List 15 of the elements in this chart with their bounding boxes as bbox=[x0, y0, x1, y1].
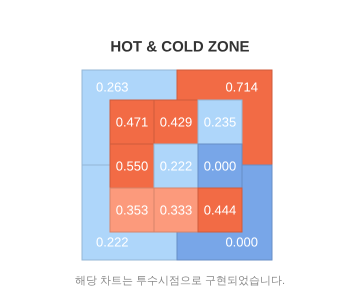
text: 해당 차트는 투수시점으로 구현되었습니다. bbox=[74, 275, 286, 287]
data-label: 0.235 bbox=[204, 114, 236, 130]
data-label: 0.263 bbox=[96, 80, 129, 94]
data-label: 0.550 bbox=[116, 158, 148, 174]
data-label: 0.222 bbox=[160, 158, 192, 174]
data-label: 0.000 bbox=[225, 234, 258, 250]
data-label: 0.333 bbox=[160, 202, 192, 218]
data-label: 0.222 bbox=[96, 234, 129, 250]
chart-title: HOT & COLD ZONE bbox=[110, 38, 250, 56]
data-label: 0.353 bbox=[116, 202, 148, 218]
data-label: 0.444 bbox=[204, 202, 236, 218]
data-label: 0.471 bbox=[116, 114, 148, 130]
data-label: 0.429 bbox=[160, 114, 192, 130]
data-label: 0.000 bbox=[204, 158, 236, 174]
data-label: 0.714 bbox=[225, 80, 258, 94]
